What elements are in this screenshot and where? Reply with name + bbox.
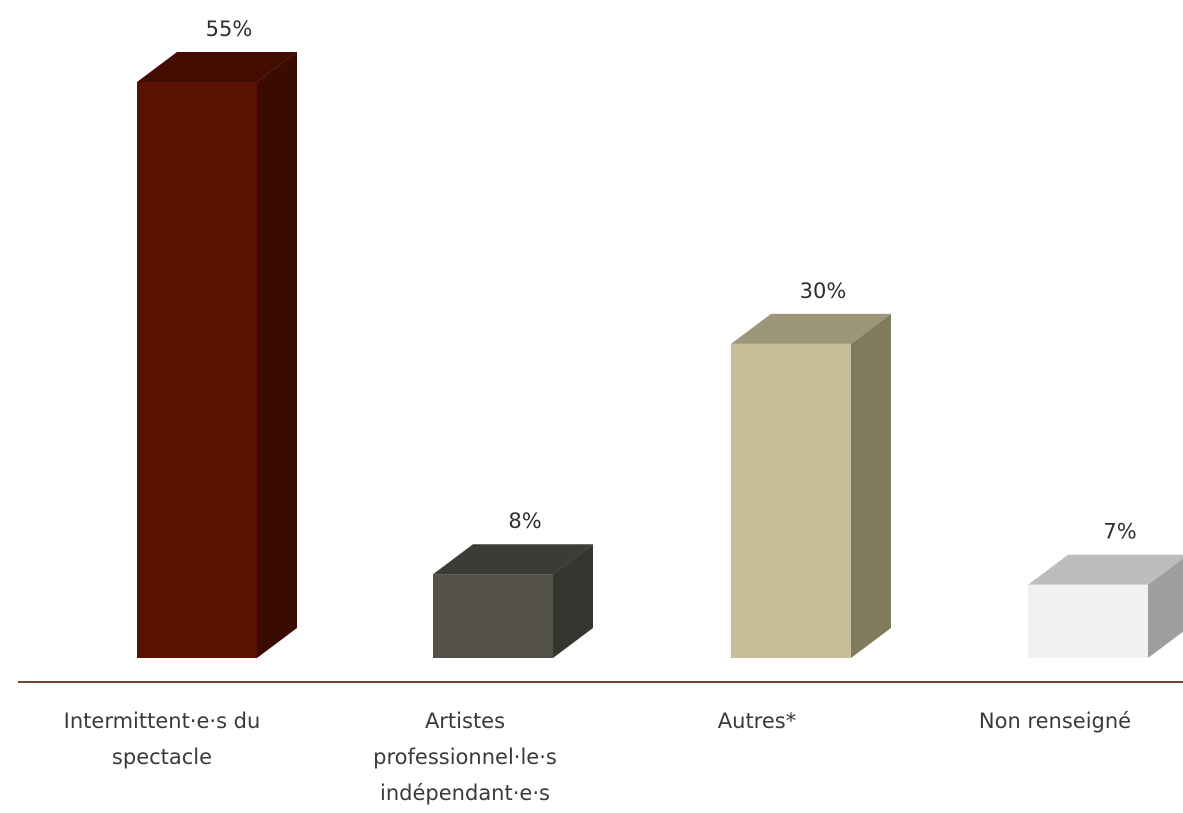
bars-group [137, 52, 1183, 658]
value-label-1: 55% [206, 17, 253, 41]
value-label-3: 30% [800, 279, 847, 303]
bar-top-face [731, 313, 891, 344]
bar-top-face [1028, 554, 1183, 585]
bar-top-face [433, 544, 593, 575]
bar-side-face [851, 313, 891, 658]
bar-front-face [433, 574, 553, 658]
bar-top-face [137, 52, 297, 82]
bar-front-face [137, 82, 257, 658]
bar-3 [731, 313, 891, 658]
category-label-line: indépendant·e·s [380, 781, 550, 805]
category-label-line: Non renseigné [979, 709, 1131, 733]
category-label-3: Autres* [718, 709, 796, 733]
category-label-1: Intermittent·e·s du spectacle [64, 709, 261, 769]
category-label-line: Autres* [718, 709, 796, 733]
bar-front-face [731, 343, 851, 658]
category-label-4: Non renseigné [979, 709, 1131, 733]
bar-front-face [1028, 584, 1148, 658]
category-label-2: Artistes professionnel·le·s indépendant·e·… [373, 709, 557, 805]
value-label-4: 7% [1103, 520, 1136, 544]
bar-side-face [257, 52, 297, 658]
category-label-line: Intermittent·e·s du [64, 709, 261, 733]
bar-4 [1028, 554, 1183, 658]
category-label-line: spectacle [112, 745, 212, 769]
category-label-line: professionnel·le·s [373, 745, 557, 769]
bar-side-face [1148, 558, 1183, 658]
bar-1 [137, 52, 297, 658]
category-label-line: Artistes [425, 709, 505, 733]
value-label-2: 8% [508, 509, 541, 533]
bar-side-face [553, 544, 593, 658]
value-labels-group: 55% 8% 30% 7% [206, 17, 1137, 544]
category-labels-group: Intermittent·e·s du spectacle Artistes prof… [64, 709, 1131, 805]
bar-2 [433, 544, 593, 658]
